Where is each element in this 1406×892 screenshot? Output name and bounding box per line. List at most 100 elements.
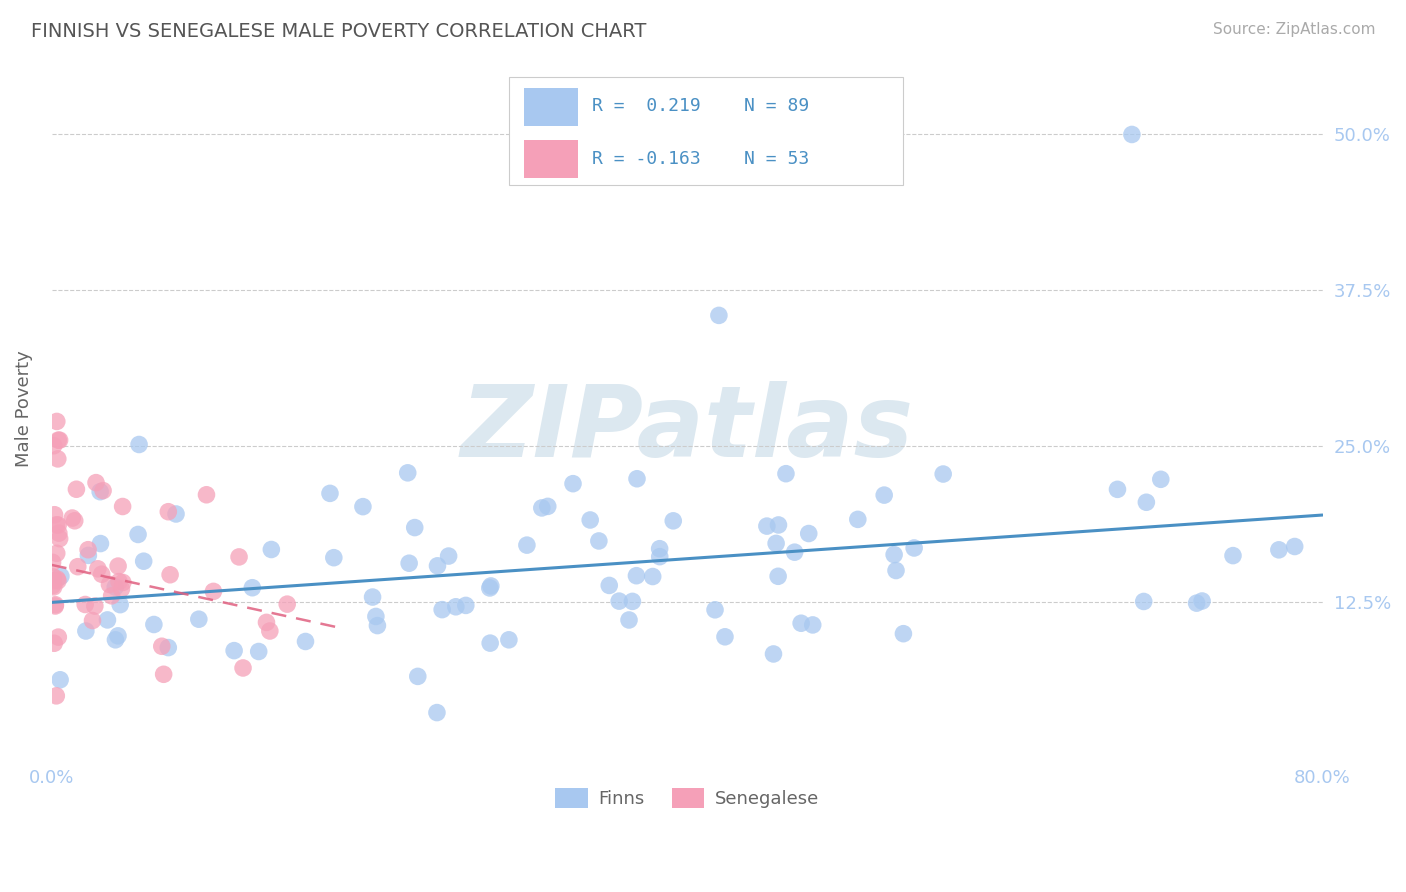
Point xyxy=(903,541,925,555)
Point xyxy=(87,562,110,576)
Point xyxy=(44,636,66,650)
Point xyxy=(44,508,66,522)
Point xyxy=(224,643,246,657)
Point xyxy=(366,618,388,632)
Point xyxy=(46,451,69,466)
Point xyxy=(165,507,187,521)
Point xyxy=(426,706,449,720)
Point xyxy=(1132,594,1154,608)
Point xyxy=(75,624,97,638)
Point xyxy=(256,615,278,630)
Point xyxy=(128,437,150,451)
Point xyxy=(41,555,63,569)
Point xyxy=(783,545,806,559)
Point xyxy=(45,414,67,428)
Point xyxy=(626,568,648,582)
Point xyxy=(77,542,100,557)
Point xyxy=(60,511,83,525)
Point xyxy=(96,613,118,627)
Text: N = 53: N = 53 xyxy=(744,150,810,168)
Point xyxy=(454,599,477,613)
Point xyxy=(755,519,778,533)
Point xyxy=(159,567,181,582)
Point xyxy=(1121,128,1143,142)
Point xyxy=(46,518,69,533)
Point xyxy=(883,548,905,562)
Point xyxy=(768,518,790,533)
Point xyxy=(1135,495,1157,509)
Text: N = 89: N = 89 xyxy=(744,97,810,115)
Point xyxy=(364,609,387,624)
Point xyxy=(598,578,620,592)
Point xyxy=(562,476,585,491)
Point xyxy=(63,514,86,528)
Point xyxy=(111,500,134,514)
Point xyxy=(104,580,127,594)
Point xyxy=(884,564,907,578)
Point xyxy=(104,632,127,647)
Point xyxy=(202,584,225,599)
Text: R =  0.219: R = 0.219 xyxy=(592,97,700,115)
Point xyxy=(707,309,730,323)
Point xyxy=(276,597,298,611)
Y-axis label: Male Poverty: Male Poverty xyxy=(15,351,32,467)
Point xyxy=(607,594,630,608)
Point xyxy=(396,466,419,480)
Point xyxy=(1268,542,1291,557)
Point xyxy=(127,527,149,541)
Point xyxy=(873,488,896,502)
Point xyxy=(537,500,560,514)
Point xyxy=(45,546,67,560)
Point xyxy=(766,569,789,583)
Point xyxy=(83,599,105,613)
Point xyxy=(762,647,785,661)
Point xyxy=(662,514,685,528)
Point xyxy=(444,599,467,614)
Point xyxy=(48,532,70,546)
Point xyxy=(846,512,869,526)
Point xyxy=(42,570,65,584)
FancyBboxPatch shape xyxy=(509,77,903,186)
Point xyxy=(1107,483,1129,497)
Point xyxy=(152,667,174,681)
Point xyxy=(46,574,69,588)
Point xyxy=(1284,540,1306,554)
Point xyxy=(765,536,787,550)
Point xyxy=(932,467,955,481)
Point xyxy=(801,618,824,632)
Point xyxy=(42,439,65,453)
Point xyxy=(46,433,69,447)
Point xyxy=(797,526,820,541)
Point xyxy=(195,488,218,502)
Point xyxy=(437,549,460,563)
Point xyxy=(66,559,89,574)
Point xyxy=(42,580,65,594)
Point xyxy=(45,689,67,703)
Point xyxy=(404,520,426,534)
Point xyxy=(98,577,121,591)
Point xyxy=(641,569,664,583)
Point xyxy=(46,630,69,644)
Point xyxy=(319,486,342,500)
Text: ZIPatlas: ZIPatlas xyxy=(461,382,914,478)
Point xyxy=(108,598,131,612)
Point xyxy=(44,599,66,613)
Point xyxy=(294,634,316,648)
Point xyxy=(1191,594,1213,608)
Point xyxy=(352,500,374,514)
Point xyxy=(1150,472,1173,486)
Point xyxy=(150,640,173,654)
Text: Source: ZipAtlas.com: Source: ZipAtlas.com xyxy=(1212,22,1375,37)
Point xyxy=(893,626,915,640)
Point xyxy=(479,579,502,593)
Point xyxy=(426,558,449,573)
Point xyxy=(42,574,65,588)
Text: FINNISH VS SENEGALESE MALE POVERTY CORRELATION CHART: FINNISH VS SENEGALESE MALE POVERTY CORRE… xyxy=(31,22,647,41)
Point xyxy=(157,505,180,519)
Point xyxy=(704,603,727,617)
Point xyxy=(111,575,134,590)
Point xyxy=(259,624,281,638)
FancyBboxPatch shape xyxy=(524,140,578,178)
Point xyxy=(479,636,502,650)
Point xyxy=(617,613,640,627)
